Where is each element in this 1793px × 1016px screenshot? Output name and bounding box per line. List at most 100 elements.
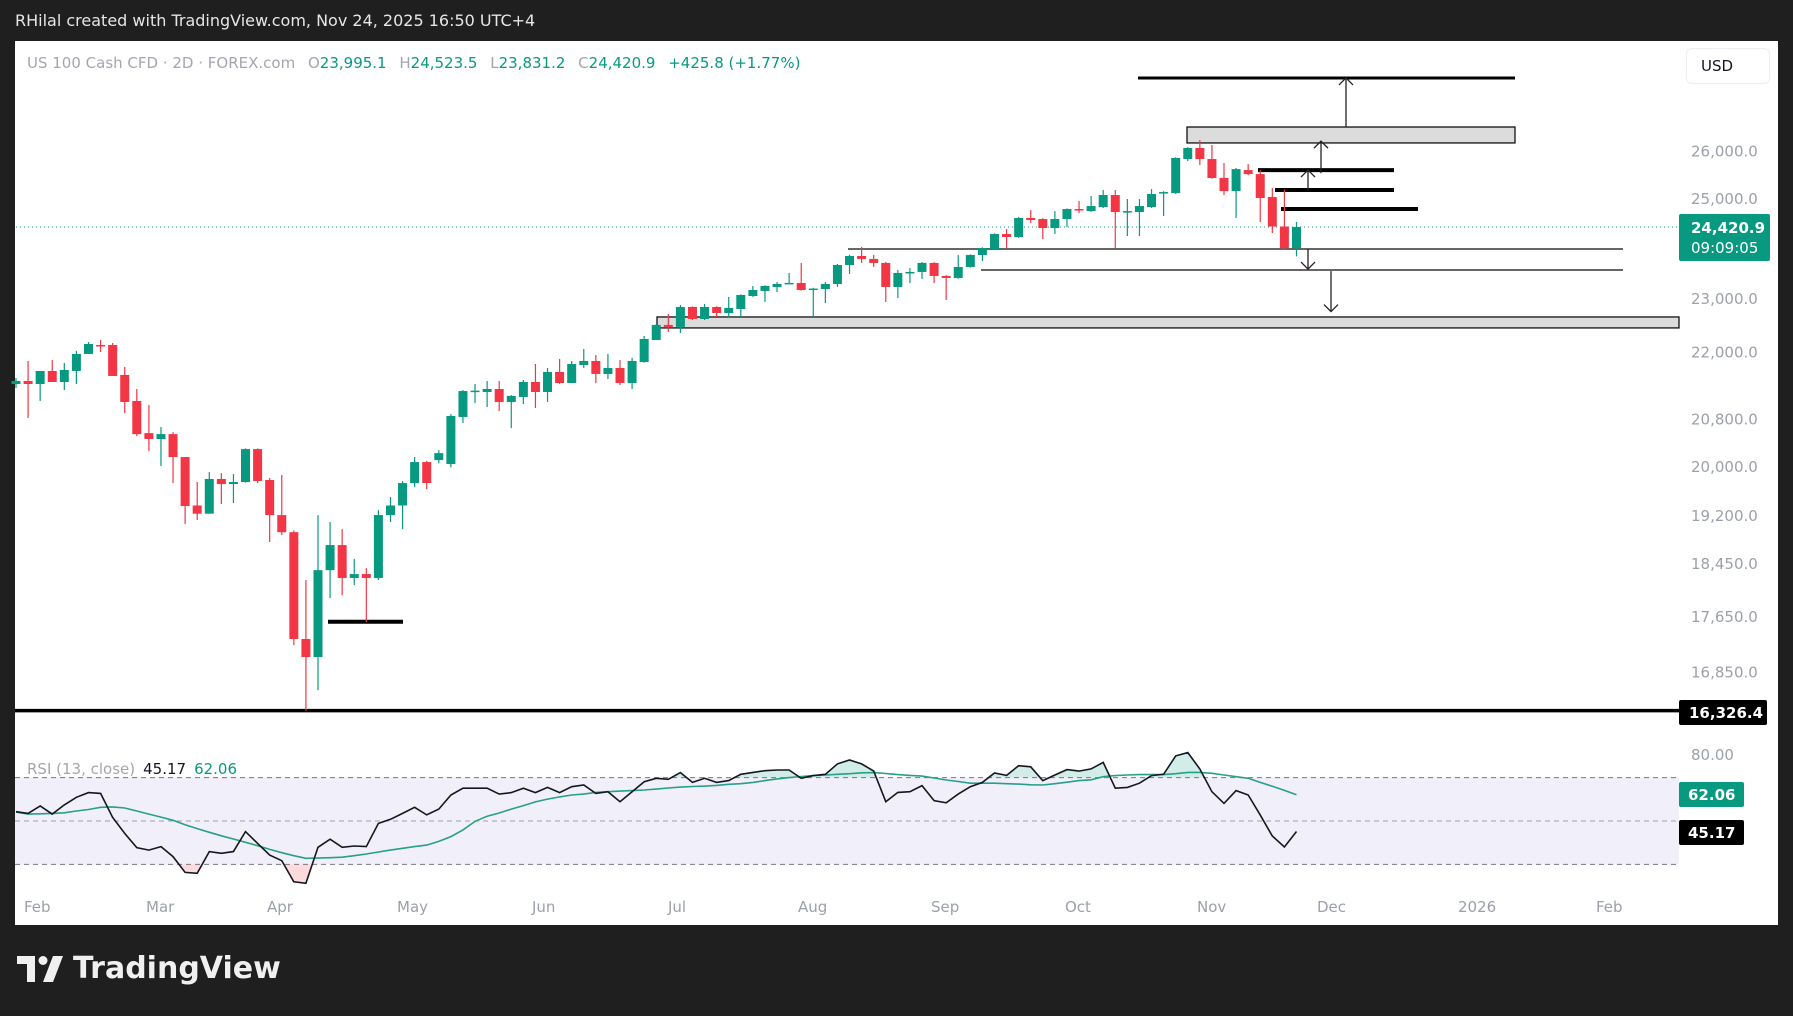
time-axis: Feb Mar Apr May Jun Jul Aug Sep Oct Nov … <box>24 898 1623 916</box>
candle-body <box>917 262 927 272</box>
candle-body <box>1026 217 1036 220</box>
candle <box>96 339 106 352</box>
price-axis-label: 26,000.0 <box>1691 143 1758 161</box>
candle-body <box>458 391 468 417</box>
candle-body <box>1291 226 1301 249</box>
symbol-legend[interactable]: US 100 Cash CFD · 2D · FOREX.com O23,995… <box>27 54 800 72</box>
candle-body <box>977 247 987 255</box>
upper-zone <box>1186 126 1516 144</box>
rsi-title: RSI (13, close) <box>27 760 136 778</box>
candle-body <box>603 367 613 374</box>
candle <box>977 247 987 261</box>
candle-body <box>724 307 734 313</box>
price-axis-label: 25,000.0 <box>1691 190 1758 208</box>
candle <box>700 303 710 321</box>
candle <box>434 450 444 464</box>
time-label: Jun <box>531 898 555 916</box>
candle-body <box>228 482 238 485</box>
candle <box>144 405 154 452</box>
candle <box>965 254 975 268</box>
candle-body <box>1074 209 1084 211</box>
tradingview-logo-icon <box>17 955 63 982</box>
candle-body <box>325 545 335 571</box>
candle <box>1207 144 1217 179</box>
time-label: Jul <box>667 898 686 916</box>
candle <box>627 357 637 390</box>
candle <box>1026 210 1036 223</box>
candle-body <box>579 360 589 365</box>
candle-body <box>301 638 311 658</box>
symbol-title: US 100 Cash CFD · 2D · FOREX.com <box>27 54 296 72</box>
candle-body <box>1122 211 1132 213</box>
candle-body <box>253 449 263 481</box>
price-axis-label: 19,200.0 <box>1691 507 1758 525</box>
candle-body <box>772 283 782 287</box>
candle <box>1255 170 1265 223</box>
candle <box>494 380 504 412</box>
candle <box>349 558 359 586</box>
open-value: 23,995.1 <box>319 54 387 72</box>
candle <box>1074 201 1084 214</box>
candle <box>917 261 927 279</box>
candle-body <box>893 272 903 287</box>
candle-body <box>881 262 891 287</box>
rsi-oversold-fill <box>178 864 313 884</box>
candle <box>941 275 951 301</box>
candle-body <box>47 370 57 382</box>
price-axis-label: 20,800.0 <box>1691 411 1758 429</box>
price-axis-label: 23,000.0 <box>1691 290 1758 308</box>
candle <box>470 384 480 403</box>
candle-body <box>180 457 190 507</box>
candle-body <box>506 395 516 402</box>
candle <box>893 269 903 299</box>
candle <box>301 580 311 711</box>
candle <box>156 427 166 467</box>
candle <box>59 363 69 391</box>
candle-body <box>953 266 963 278</box>
candle-body <box>398 483 408 506</box>
candle <box>675 304 685 333</box>
open-label: O <box>307 54 320 72</box>
candle-body <box>760 285 770 291</box>
candle <box>1086 196 1096 212</box>
candle-body <box>663 324 673 327</box>
candle-body <box>1243 170 1253 175</box>
candle-body <box>615 367 625 384</box>
candle-body <box>929 262 939 276</box>
candle-body <box>434 453 444 461</box>
candle <box>579 348 589 368</box>
candle <box>869 254 879 267</box>
time-label: Mar <box>146 898 175 916</box>
candle <box>663 314 673 332</box>
candle-body <box>265 480 275 516</box>
bar-countdown: 09:09:05 <box>1691 239 1758 257</box>
candle <box>422 460 432 490</box>
rsi-tag: 45.17 <box>1679 820 1744 845</box>
candle-body <box>1171 157 1181 194</box>
candle-body <box>216 478 226 485</box>
rsi-legend[interactable]: RSI (13, close) 45.17 62.06 <box>27 760 237 778</box>
time-label: Aug <box>798 898 827 916</box>
currency-button[interactable]: USD <box>1686 48 1770 84</box>
arrow-head <box>1300 261 1316 270</box>
candle-body <box>313 570 323 658</box>
candle-body <box>1038 219 1048 228</box>
time-label: Apr <box>267 898 294 916</box>
candle-body <box>410 462 420 484</box>
candle-body <box>518 381 528 397</box>
candle-body <box>108 344 118 376</box>
candle <box>458 390 468 424</box>
candle-body <box>1183 148 1193 160</box>
candle-body <box>627 360 637 384</box>
candle-body <box>700 306 710 319</box>
candle <box>23 360 33 418</box>
candle <box>204 472 214 514</box>
high-value: 24,523.5 <box>410 54 478 72</box>
candle <box>820 282 830 303</box>
candle-body <box>530 381 540 392</box>
candle <box>446 414 456 468</box>
candle <box>71 350 81 385</box>
candle <box>591 354 601 384</box>
logo-text: TradingView <box>73 951 281 986</box>
